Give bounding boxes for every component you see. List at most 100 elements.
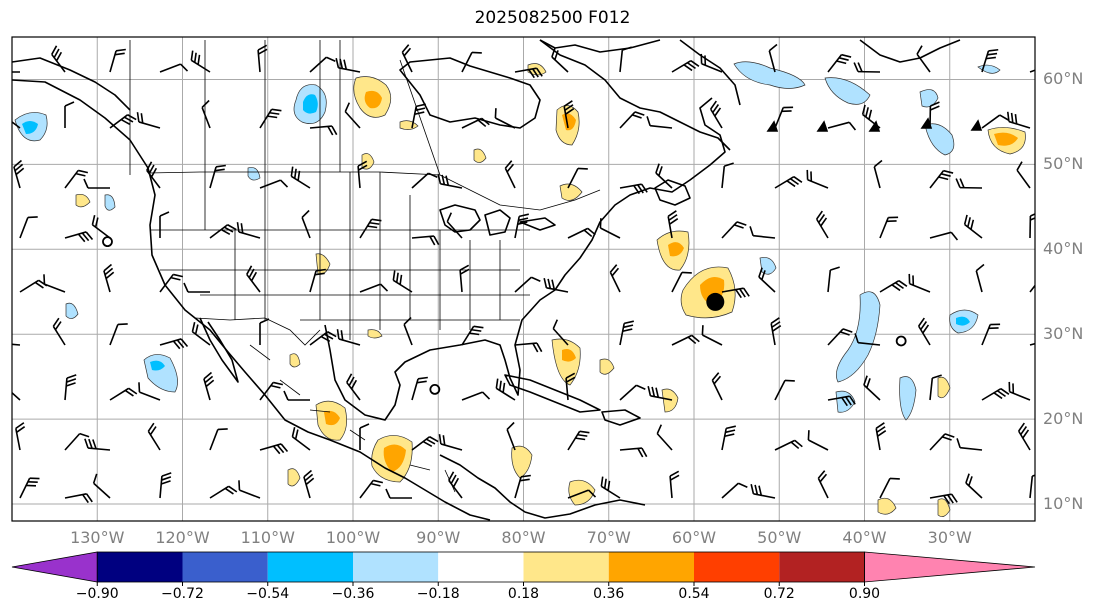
wind-barb <box>359 479 384 499</box>
wind-barb <box>109 387 138 401</box>
wind-barb <box>64 432 90 451</box>
latitude-label: 60°N <box>1043 69 1084 89</box>
latitude-label: 10°N <box>1043 494 1084 514</box>
us-mexico-border <box>194 317 321 346</box>
latitude-label: 40°N <box>1043 239 1084 259</box>
state-lines <box>150 172 530 340</box>
colorbar-tick-label: 0.72 <box>763 586 795 602</box>
wind-barb <box>1008 381 1031 401</box>
newfoundland <box>654 179 691 206</box>
wind-barb <box>201 99 211 129</box>
wind-barb <box>346 373 361 401</box>
blue-contour-core <box>956 316 970 326</box>
wind-barb <box>646 116 673 129</box>
wind-barb <box>671 271 692 293</box>
blue-contour-core <box>150 360 165 371</box>
latitude-label: 50°N <box>1043 154 1084 174</box>
orange-contour-area <box>361 153 375 170</box>
orange-contour-area <box>661 388 679 413</box>
colorbar-segment <box>97 552 183 582</box>
blue-contour-area <box>247 167 261 181</box>
wind-barb <box>667 210 679 239</box>
wind-barb <box>411 235 440 246</box>
longitude-label: 30°W <box>927 528 972 547</box>
wind-barb <box>303 469 315 499</box>
wind-barb <box>283 390 310 401</box>
latitude-label: 30°N <box>1043 324 1084 344</box>
wind-barb <box>619 46 632 73</box>
wind-barb <box>13 159 25 189</box>
wind-barb <box>136 112 161 129</box>
wind-barb <box>916 45 931 73</box>
wind-barb <box>51 45 66 73</box>
wind-barb <box>209 164 226 189</box>
blue-contour-area <box>759 257 777 275</box>
wind-barb <box>309 125 338 136</box>
longitude-label: 80°W <box>501 528 546 547</box>
wind-barb <box>461 391 491 401</box>
colorbar-segment <box>182 552 268 582</box>
wind-barb <box>109 48 126 73</box>
wind-barb <box>401 44 413 73</box>
wind-barb <box>357 160 368 189</box>
wind-barb <box>600 476 621 499</box>
wind-barb <box>146 161 161 189</box>
wind-barb <box>191 321 211 346</box>
wind-barb <box>448 471 463 499</box>
hudson-bay <box>399 57 541 129</box>
wind-barb <box>956 438 983 451</box>
wind-barb <box>1017 422 1031 451</box>
wind-barb <box>917 317 931 346</box>
wind-barb <box>774 379 795 401</box>
wind-barb <box>259 443 289 455</box>
colorbar-tick-label: −0.36 <box>331 586 375 602</box>
wind-barb <box>12 384 21 401</box>
colorbar-tick-label: 0.36 <box>593 586 625 602</box>
wind-barb <box>359 218 382 239</box>
cuba <box>504 374 601 413</box>
colorbar-tick-label: −0.90 <box>75 586 119 602</box>
wind-barb <box>209 428 228 451</box>
wind-barb <box>929 374 942 401</box>
wind-barb <box>459 264 470 293</box>
wind-barb <box>259 108 282 129</box>
colorbar-tick-label: 0.18 <box>507 586 540 602</box>
colorbar-tick-label: 0.90 <box>848 586 881 602</box>
colorbar-segment <box>523 552 609 582</box>
wind-barb <box>15 422 26 451</box>
colorbar-segment <box>267 552 353 582</box>
mexico-states <box>249 344 456 493</box>
wind-barb <box>701 325 723 346</box>
wind-barb <box>359 283 389 293</box>
blue-contour-area <box>824 77 871 105</box>
orange-contour-area <box>367 329 383 339</box>
wind-barb <box>392 270 413 293</box>
wind-pennant <box>970 119 983 131</box>
wind-barb <box>815 210 829 239</box>
blue-contour-area <box>977 64 1001 74</box>
colorbar-tick-label: −0.54 <box>246 586 290 602</box>
wind-barb <box>411 103 426 129</box>
wind-barb <box>183 282 210 293</box>
wind-pennant <box>868 120 881 132</box>
great-lakes <box>439 204 556 236</box>
wind-barb <box>709 100 723 129</box>
wind-barb <box>344 102 361 129</box>
wind-barb <box>567 489 597 499</box>
wind-barb <box>750 484 776 499</box>
wind-barb <box>159 63 189 73</box>
wind-barb <box>403 316 413 346</box>
wind-barb <box>619 111 645 129</box>
wind-barb <box>309 268 326 293</box>
political-borders <box>129 40 601 493</box>
wind-barb <box>494 108 516 129</box>
wind-barb <box>929 231 959 241</box>
orange-contour-area <box>289 353 301 368</box>
wind-barb <box>461 117 490 129</box>
wind-barb <box>774 439 803 451</box>
wind-barb <box>671 334 700 346</box>
wind-barb <box>209 485 238 499</box>
wind-barb <box>203 371 215 401</box>
wind-barb <box>12 71 20 73</box>
wind-barb <box>552 319 569 346</box>
